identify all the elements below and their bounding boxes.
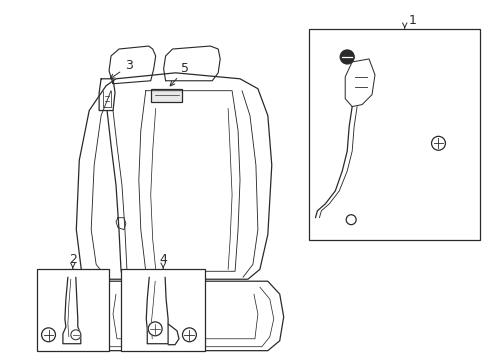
- Text: 4: 4: [159, 253, 167, 266]
- Bar: [150, 89, 182, 102]
- Text: 2: 2: [69, 253, 77, 266]
- Circle shape: [148, 322, 162, 336]
- Bar: [121, 269, 205, 351]
- Bar: [37, 269, 109, 351]
- Text: 3: 3: [110, 59, 133, 78]
- Text: 5: 5: [170, 62, 189, 86]
- Circle shape: [41, 328, 55, 342]
- Circle shape: [431, 136, 445, 150]
- Bar: [309, 29, 479, 239]
- Circle shape: [340, 50, 353, 64]
- Circle shape: [182, 328, 196, 342]
- Text: 1: 1: [408, 14, 416, 27]
- Circle shape: [71, 330, 81, 340]
- Circle shape: [346, 215, 355, 225]
